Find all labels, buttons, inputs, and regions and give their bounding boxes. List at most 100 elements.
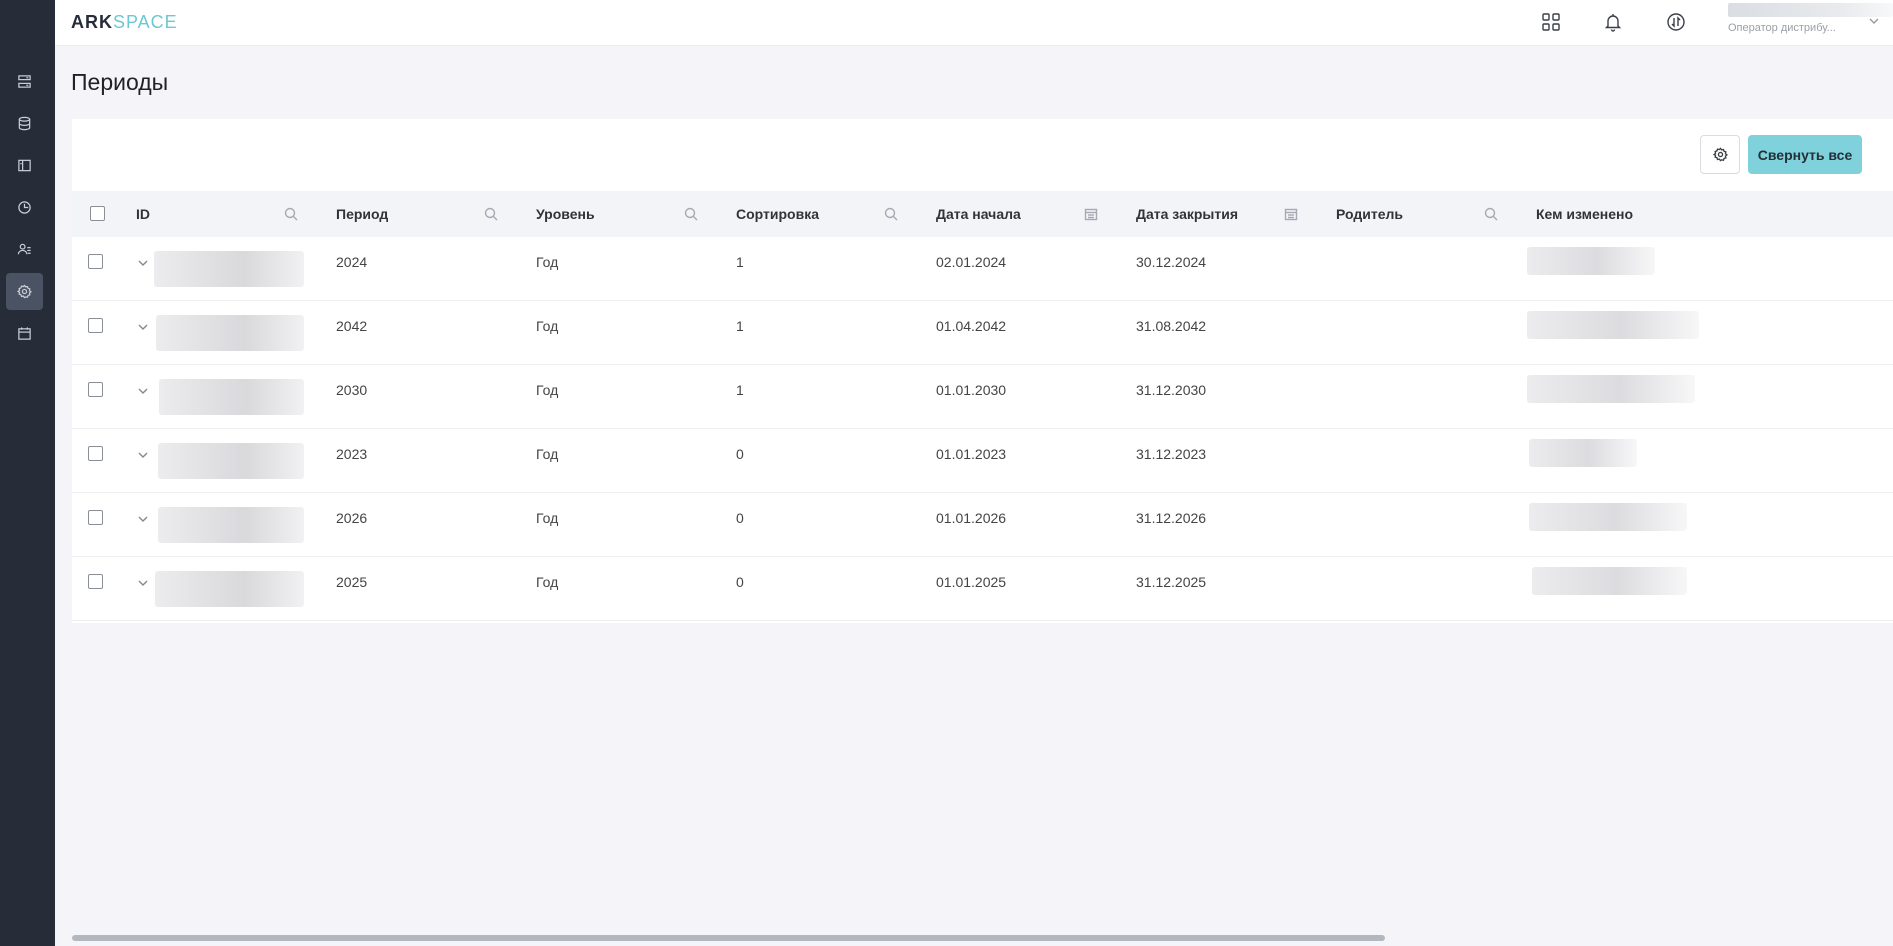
- row-checkbox[interactable]: [88, 574, 103, 589]
- calendar-icon[interactable]: [1084, 207, 1098, 221]
- collapse-all-button[interactable]: Свернуть все: [1748, 135, 1862, 174]
- row-checkbox[interactable]: [88, 446, 103, 461]
- cell-sort: 0: [736, 510, 744, 526]
- column-header-level[interactable]: Уровень: [536, 206, 595, 222]
- table-row[interactable]: 2026 Год 0 01.01.2026 31.12.2026: [72, 493, 1893, 557]
- sidebar-item-users[interactable]: [6, 231, 43, 268]
- chevron-down-icon: [138, 580, 148, 586]
- search-icon[interactable]: [884, 207, 898, 221]
- cell-sort: 1: [736, 254, 744, 270]
- cell-period: 2026: [336, 510, 368, 526]
- row-checkbox[interactable]: [88, 318, 103, 333]
- clock-icon: [18, 201, 31, 214]
- row-id: [154, 251, 304, 287]
- row-id: [158, 507, 304, 543]
- cell-end-date: 31.12.2023: [1136, 446, 1207, 462]
- search-icon[interactable]: [284, 207, 298, 221]
- column-header-end-date[interactable]: Дата закрытия: [1136, 206, 1238, 222]
- cell-sort: 0: [736, 574, 744, 590]
- chevron-down-icon: [138, 260, 148, 266]
- page-title: Периоды: [71, 69, 169, 95]
- column-header-start-date[interactable]: Дата начала: [936, 206, 1021, 222]
- cell-period: 2042: [336, 318, 368, 334]
- sidebar-item-dashboard[interactable]: [6, 63, 43, 100]
- cell-start-date: 01.01.2023: [936, 446, 1007, 462]
- table-row[interactable]: 2025 Год 0 01.01.2025 31.12.2025: [72, 557, 1893, 621]
- table-row[interactable]: 2024 Год 1 02.01.2024 30.12.2024: [72, 237, 1893, 301]
- column-header-parent[interactable]: Родитель: [1336, 206, 1403, 222]
- search-icon[interactable]: [1484, 207, 1498, 221]
- sidebar-item-settings[interactable]: [6, 273, 43, 310]
- calendar-icon[interactable]: [1284, 207, 1298, 221]
- logo[interactable]: ARKSPACE: [71, 12, 178, 33]
- table-row[interactable]: 2030 Год 1 01.01.2030 31.12.2030: [72, 365, 1893, 429]
- cell-period: 2023: [336, 446, 368, 462]
- row-expander[interactable]: [137, 320, 149, 332]
- user-name[interactable]: [1728, 3, 1893, 17]
- row-checkbox[interactable]: [88, 510, 103, 525]
- cell-period: 2024: [336, 254, 368, 270]
- table-row[interactable]: 2023 Год 0 01.01.2023 31.12.2023: [72, 429, 1893, 493]
- calendar-icon: [18, 327, 31, 340]
- table-settings-button[interactable]: [1700, 135, 1740, 174]
- list-icon: [18, 75, 31, 88]
- row-id: [155, 571, 304, 607]
- row-id: [156, 315, 304, 351]
- chevron-down-icon: [138, 516, 148, 522]
- sidebar-item-calendar[interactable]: [6, 315, 43, 352]
- periods-table-panel: Свернуть все ID Период Уровень Сортировк…: [72, 119, 1893, 623]
- cell-start-date: 02.01.2024: [936, 254, 1007, 270]
- gear-icon: [17, 284, 32, 299]
- layout-icon: [18, 159, 31, 172]
- cell-start-date: 01.01.2030: [936, 382, 1007, 398]
- notifications-button[interactable]: [1602, 11, 1624, 33]
- row-checkbox[interactable]: [88, 382, 103, 397]
- logo-part-space: SPACE: [113, 12, 178, 32]
- cell-end-date: 31.12.2030: [1136, 382, 1207, 398]
- search-icon[interactable]: [484, 207, 498, 221]
- row-expander[interactable]: [137, 384, 149, 396]
- row-expander[interactable]: [137, 512, 149, 524]
- search-icon[interactable]: [684, 207, 698, 221]
- row-id: [159, 379, 304, 415]
- chevron-down-icon: [1869, 18, 1879, 24]
- row-expander[interactable]: [137, 448, 149, 460]
- cell-level: Год: [536, 510, 559, 526]
- cell-modified-by: [1532, 567, 1687, 595]
- sidebar: [0, 0, 55, 946]
- cell-level: Год: [536, 254, 559, 270]
- column-header-id[interactable]: ID: [136, 206, 150, 222]
- column-header-modified-by[interactable]: Кем изменено: [1536, 206, 1634, 222]
- column-header-period[interactable]: Период: [336, 206, 389, 222]
- cell-modified-by: [1529, 503, 1687, 531]
- table-row[interactable]: 2042 Год 1 01.04.2042 31.08.2042: [72, 301, 1893, 365]
- top-bar: ARKSPACE Оператор дистрибу...: [55, 0, 1893, 46]
- sidebar-item-database[interactable]: [6, 105, 43, 142]
- row-expander[interactable]: [137, 256, 149, 268]
- cell-period: 2025: [336, 574, 368, 590]
- sidebar-item-layout[interactable]: [6, 147, 43, 184]
- row-checkbox[interactable]: [88, 254, 103, 269]
- apps-grid-icon: [1542, 13, 1560, 31]
- cell-modified-by: [1527, 311, 1699, 339]
- sync-button[interactable]: [1665, 11, 1687, 33]
- bell-icon: [1604, 14, 1622, 32]
- user-menu-chevron[interactable]: [1868, 14, 1880, 26]
- user-role[interactable]: Оператор дистрибу...: [1728, 22, 1836, 34]
- horizontal-scrollbar[interactable]: [72, 935, 1385, 941]
- row-id: [158, 443, 304, 479]
- table-header: ID Период Уровень Сортировка Дата начала…: [72, 191, 1893, 237]
- sidebar-item-history[interactable]: [6, 189, 43, 226]
- chevron-down-icon: [138, 388, 148, 394]
- cell-start-date: 01.01.2025: [936, 574, 1007, 590]
- sync-icon: [1667, 13, 1685, 31]
- cell-level: Год: [536, 318, 559, 334]
- cell-modified-by: [1527, 247, 1655, 275]
- apps-grid-button[interactable]: [1540, 11, 1562, 33]
- select-all-checkbox[interactable]: [90, 206, 105, 221]
- cell-level: Год: [536, 574, 559, 590]
- database-icon: [18, 116, 31, 131]
- row-expander[interactable]: [137, 576, 149, 588]
- column-header-sort[interactable]: Сортировка: [736, 206, 819, 222]
- cell-sort: 1: [736, 318, 744, 334]
